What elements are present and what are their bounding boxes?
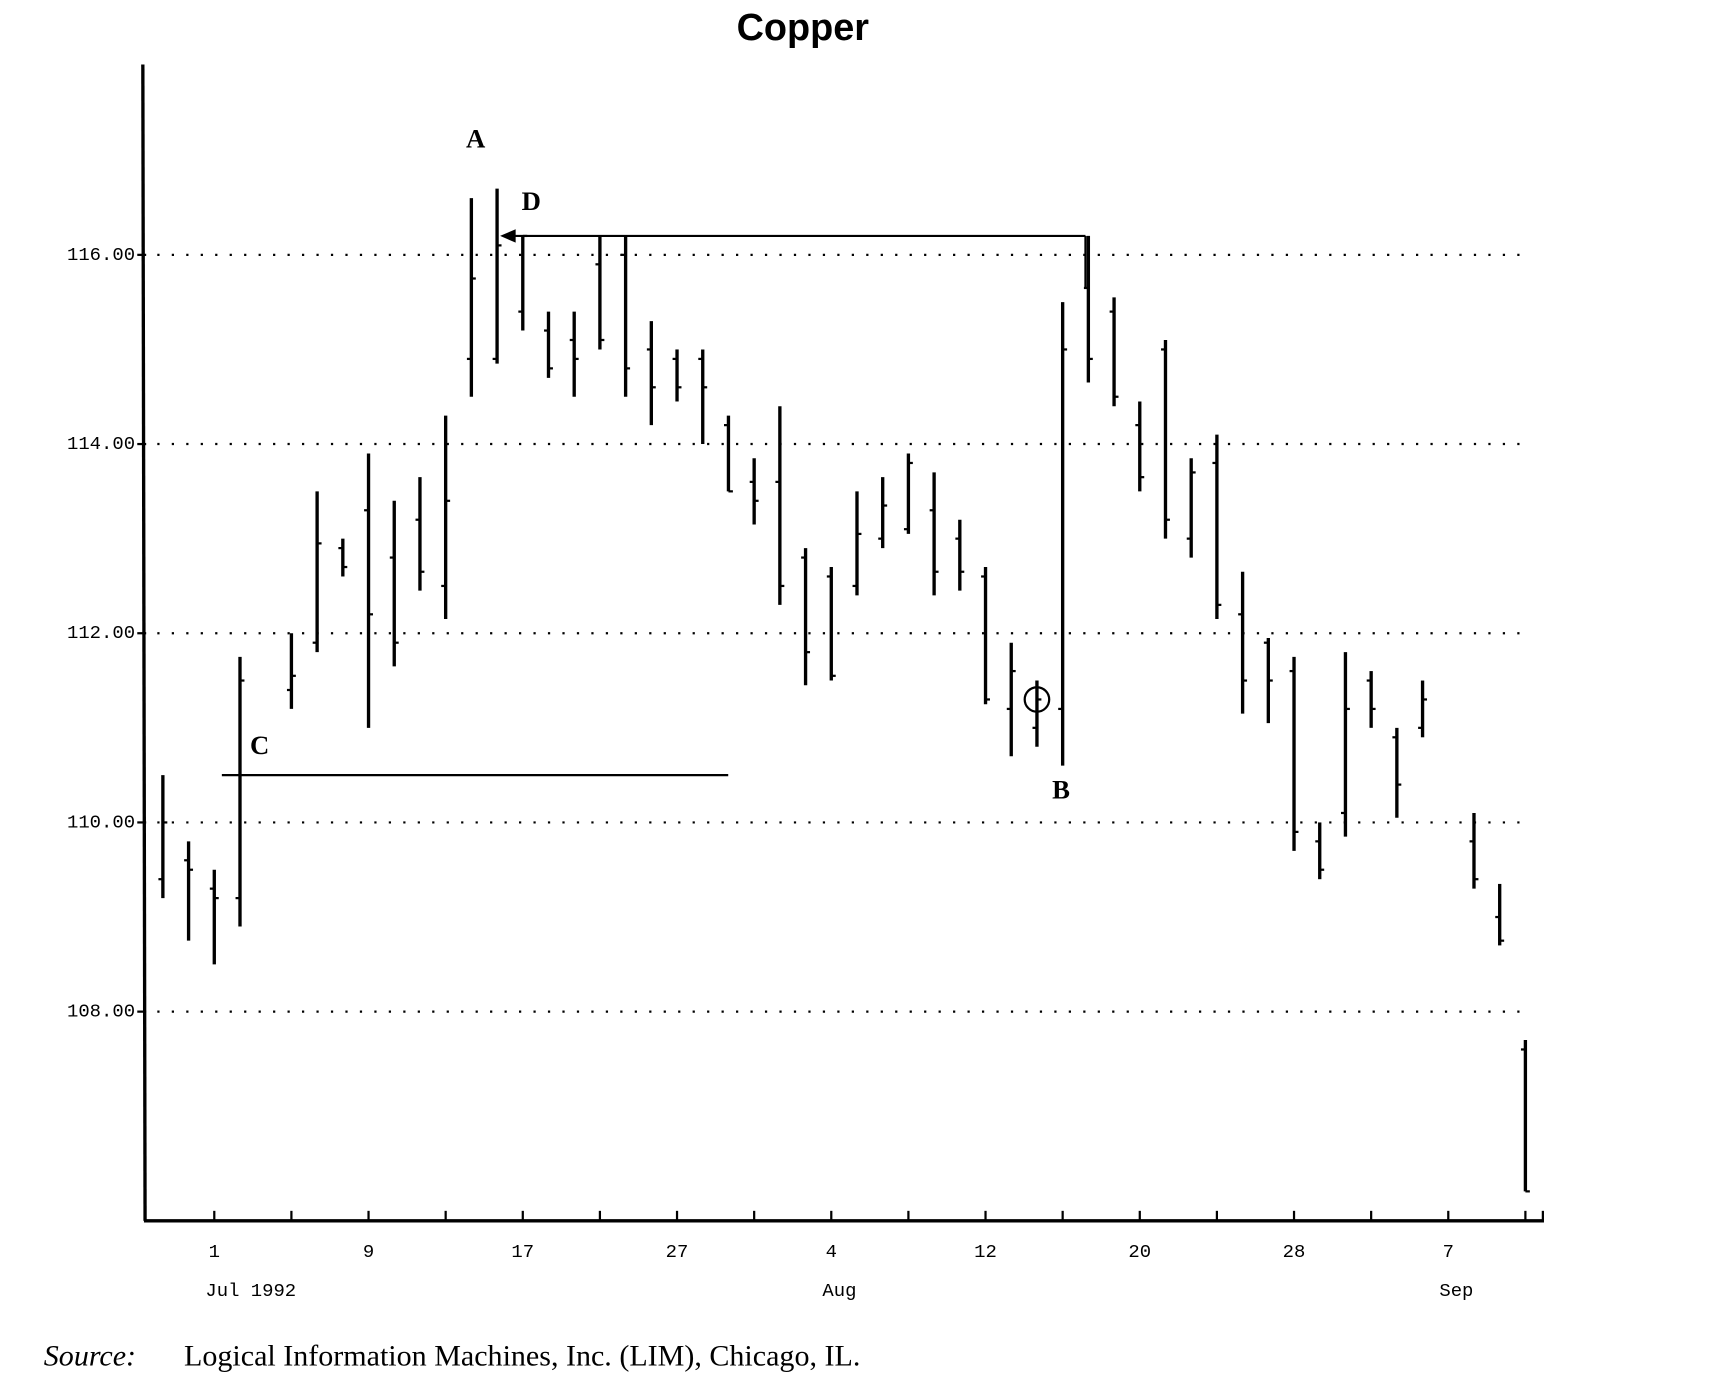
x-tick-label: 17 — [511, 1241, 534, 1263]
x-tick-label: 4 — [826, 1241, 837, 1263]
y-tick-label: 110.00 — [67, 811, 135, 833]
month-label: Sep — [1439, 1280, 1473, 1302]
x-tick-label: 20 — [1128, 1241, 1151, 1263]
x-tick-label: 9 — [363, 1241, 374, 1263]
y-axis — [141, 64, 147, 1221]
month-label: Aug — [822, 1280, 856, 1302]
y-tick-label: 112.00 — [67, 622, 135, 644]
arrow-head — [500, 229, 516, 243]
source-label: Source: — [44, 1340, 136, 1373]
y-tick-label: 108.00 — [67, 1001, 135, 1023]
annotation: A — [466, 123, 486, 153]
x-tick-label: 27 — [666, 1241, 689, 1263]
chart-title: Copper — [737, 7, 870, 49]
annotation: C — [250, 730, 269, 760]
source-text: Logical Information Machines, Inc. (LIM)… — [184, 1340, 860, 1373]
x-tick-label: 28 — [1283, 1241, 1306, 1263]
annotation: D — [522, 186, 541, 216]
month-label: Jul 1992 — [205, 1280, 296, 1302]
marker-circle — [1023, 686, 1051, 713]
y-tick-label: 116.00 — [67, 244, 135, 266]
annotation: B — [1052, 775, 1070, 805]
x-tick-label: 7 — [1443, 1241, 1454, 1263]
x-tick-label: 1 — [209, 1241, 220, 1263]
y-tick-label: 114.00 — [67, 433, 135, 455]
x-tick-label: 12 — [974, 1241, 997, 1263]
